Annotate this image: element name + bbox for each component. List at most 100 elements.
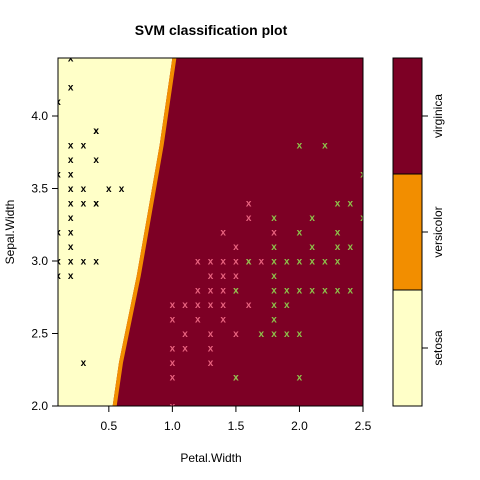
point-versicolor: x bbox=[170, 373, 176, 384]
point-setosa: x bbox=[55, 228, 61, 239]
point-versicolor: x bbox=[233, 242, 239, 253]
y-axis-label: Sepal.Width bbox=[3, 200, 17, 265]
region-setosa bbox=[58, 58, 173, 406]
legend-label-versicolor: versicolor bbox=[431, 206, 445, 257]
chart-title: SVM classification plot bbox=[135, 22, 288, 38]
point-setosa: x bbox=[106, 184, 112, 195]
point-setosa: x bbox=[68, 257, 74, 268]
point-virginica: x bbox=[271, 213, 277, 224]
point-versicolor: x bbox=[182, 329, 188, 340]
point-virginica: x bbox=[309, 257, 315, 268]
point-versicolor: x bbox=[220, 315, 226, 326]
x-axis-label: Petal.Width bbox=[180, 451, 241, 465]
point-setosa: x bbox=[68, 213, 74, 224]
y-axis: 2.0 2.5 3.0 3.5 4.0 bbox=[31, 109, 59, 413]
point-versicolor: x bbox=[208, 257, 214, 268]
point-virginica: x bbox=[335, 286, 341, 297]
point-setosa: x bbox=[68, 141, 74, 152]
point-versicolor: x bbox=[259, 257, 265, 268]
point-setosa: x bbox=[55, 271, 61, 282]
x-tick-label: 2.0 bbox=[291, 419, 308, 433]
point-virginica: x bbox=[271, 271, 277, 282]
x-tick-label: 1.5 bbox=[228, 419, 245, 433]
point-versicolor: x bbox=[233, 329, 239, 340]
point-virginica: x bbox=[335, 199, 341, 210]
point-virginica: x bbox=[271, 300, 277, 311]
point-virginica: x bbox=[335, 228, 341, 239]
point-virginica: x bbox=[348, 199, 354, 210]
y-tick-label: 3.0 bbox=[31, 254, 48, 268]
point-virginica: x bbox=[360, 213, 366, 224]
point-versicolor: x bbox=[195, 300, 201, 311]
point-virginica: x bbox=[322, 286, 328, 297]
point-setosa: x bbox=[68, 54, 74, 65]
x-axis: 0.5 1.0 1.5 2.0 2.5 bbox=[100, 405, 372, 433]
y-tick-label: 3.5 bbox=[31, 182, 48, 196]
point-versicolor: x bbox=[182, 300, 188, 311]
point-setosa: x bbox=[93, 155, 99, 166]
point-versicolor: x bbox=[246, 199, 252, 210]
point-virginica: x bbox=[297, 257, 303, 268]
point-virginica: x bbox=[348, 242, 354, 253]
point-setosa: x bbox=[81, 199, 87, 210]
point-virginica: x bbox=[348, 286, 354, 297]
point-setosa: x bbox=[81, 141, 87, 152]
point-virginica: x bbox=[271, 329, 277, 340]
point-setosa: x bbox=[93, 199, 99, 210]
point-setosa: x bbox=[55, 170, 61, 181]
point-virginica: x bbox=[360, 170, 366, 181]
legend-swatch-virginica bbox=[392, 57, 423, 175]
point-virginica: x bbox=[284, 257, 290, 268]
point-setosa: x bbox=[81, 184, 87, 195]
point-versicolor: x bbox=[220, 257, 226, 268]
point-virginica: x bbox=[233, 286, 239, 297]
point-versicolor: x bbox=[170, 358, 176, 369]
y-tick-label: 2.5 bbox=[31, 327, 48, 341]
point-virginica: x bbox=[309, 242, 315, 253]
x-tick-label: 1.0 bbox=[164, 419, 181, 433]
y-tick-label: 4.0 bbox=[31, 109, 48, 123]
point-versicolor: x bbox=[220, 300, 226, 311]
legend-label-setosa: setosa bbox=[431, 330, 445, 366]
point-versicolor: x bbox=[233, 257, 239, 268]
point-setosa: x bbox=[68, 242, 74, 253]
point-virginica: x bbox=[297, 141, 303, 152]
point-versicolor: x bbox=[233, 271, 239, 282]
point-versicolor: x bbox=[208, 271, 214, 282]
point-setosa: x bbox=[93, 126, 99, 137]
point-setosa: x bbox=[93, 257, 99, 268]
point-virginica: x bbox=[297, 286, 303, 297]
point-setosa: x bbox=[68, 228, 74, 239]
point-versicolor: x bbox=[195, 286, 201, 297]
point-virginica: x bbox=[284, 300, 290, 311]
point-versicolor: x bbox=[170, 300, 176, 311]
point-setosa: x bbox=[68, 155, 74, 166]
point-versicolor: x bbox=[208, 329, 214, 340]
point-setosa: x bbox=[119, 184, 125, 195]
point-setosa: x bbox=[68, 199, 74, 210]
point-versicolor: x bbox=[208, 358, 214, 369]
point-versicolor: x bbox=[246, 213, 252, 224]
region-versicolor-boundary bbox=[112, 58, 177, 406]
point-setosa: x bbox=[68, 83, 74, 94]
point-versicolor: x bbox=[182, 344, 188, 355]
point-setosa: x bbox=[93, 126, 99, 137]
point-versicolor: x bbox=[195, 257, 201, 268]
point-versicolor: x bbox=[271, 228, 277, 239]
point-setosa: x bbox=[55, 257, 61, 268]
point-versicolor: x bbox=[233, 373, 239, 384]
point-virginica: x bbox=[297, 329, 303, 340]
point-setosa: x bbox=[81, 257, 87, 268]
point-virginica: x bbox=[284, 286, 290, 297]
point-virginica: x bbox=[297, 228, 303, 239]
point-versicolor: x bbox=[195, 315, 201, 326]
point-versicolor: x bbox=[170, 402, 176, 413]
point-virginica: x bbox=[271, 286, 277, 297]
point-versicolor: x bbox=[220, 228, 226, 239]
legend-swatch-versicolor bbox=[392, 173, 423, 291]
point-setosa: x bbox=[68, 184, 74, 195]
point-virginica: x bbox=[309, 213, 315, 224]
point-virginica: x bbox=[271, 242, 277, 253]
